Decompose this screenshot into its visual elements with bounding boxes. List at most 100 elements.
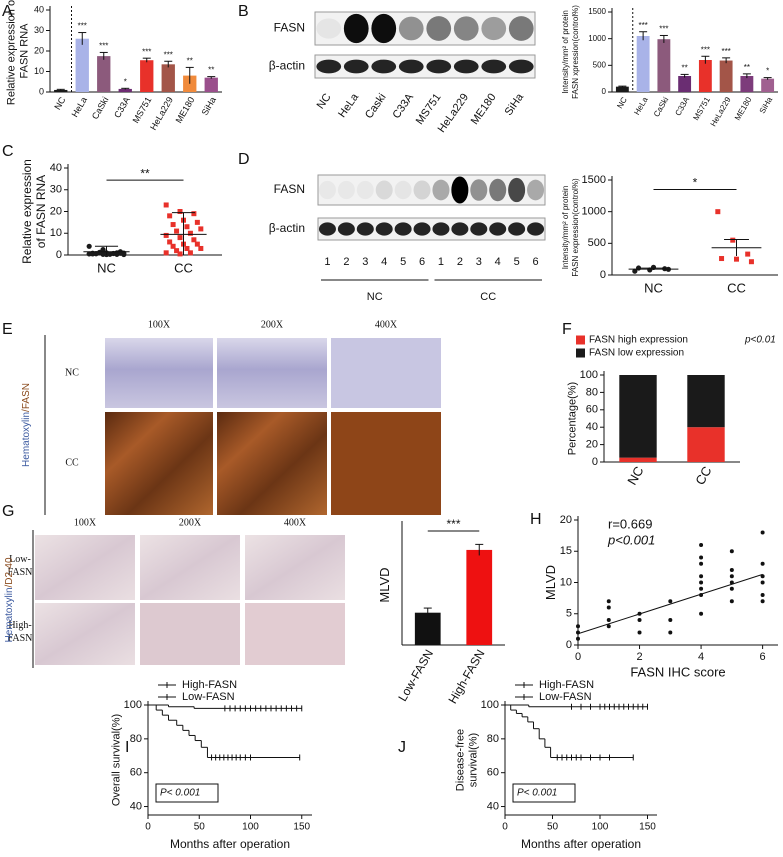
blot-band [426,16,452,41]
point [170,243,176,249]
y-tick-label: 10 [34,66,44,76]
row-label: FASN [8,567,33,578]
blot-band [413,180,431,200]
y-tick-label: 1000 [588,34,606,43]
legend-label: High-FASN [539,679,594,691]
point [699,574,704,579]
significance-label: *** [701,45,710,54]
x-tick-label: MS751 [131,95,154,125]
point [174,248,180,254]
y-tick-label: 20 [586,439,598,451]
point [198,245,204,251]
annotation: p<0.01 [744,335,776,346]
y-tick-label: 20 [560,514,572,526]
x-tick-label: NC [52,95,67,112]
x-tick-label: 50 [194,822,206,833]
bar [97,56,111,92]
point [699,586,704,591]
point [637,630,642,635]
magnification: 100X [148,319,171,330]
y-tick-label: 60 [130,767,142,779]
point [606,599,611,604]
blot-band [527,222,545,236]
significance-label: ** [744,63,750,72]
point [632,268,638,274]
x-tick-label: NC [97,260,116,275]
legend-label: FASN low expression [589,348,684,359]
x-axis-label: Months after operation [521,837,641,851]
y-tick-label: 30 [34,25,44,35]
lane-label: SiHa [503,91,527,118]
ihc-images-e [44,335,441,515]
legend-swatch [576,335,585,345]
y-tick-label: 40 [130,800,142,812]
legend-swatch [576,348,585,358]
x-tick-label: 0 [575,651,581,663]
bar [761,78,775,92]
x-tick-label: CaSki [90,95,111,121]
point [715,209,721,215]
point [699,555,704,560]
lane-label: 1 [324,256,330,268]
point [668,630,673,635]
point [668,599,673,604]
blot-row-label: FASN [274,21,305,35]
blot-band [394,222,412,236]
x-tick-label: SiHa [200,95,218,117]
significance-label: * [766,67,769,76]
blot-band [508,59,534,74]
y-tick-label: 0 [39,86,44,96]
lane-label: 3 [362,256,368,268]
point [194,219,200,225]
stain-part: /FASN [21,383,32,412]
bar [740,76,754,92]
y-tick-label: 0 [592,456,598,468]
bar-segment [687,427,725,462]
legend-label: Low-FASN [539,691,592,703]
point [163,250,169,256]
point [729,574,734,579]
y-axis-label: Percentage(%) [566,382,578,455]
significance-label: ** [682,64,688,73]
stain-label: Hematoxylin/D2-40 [4,557,15,642]
y-tick-label: 40 [586,421,598,433]
row-label: FASN [8,633,33,644]
point [760,593,765,597]
point [167,239,173,245]
point [729,599,734,604]
y-axis-label: survival(%) [467,733,479,787]
blot-band [398,16,424,41]
point [635,265,642,271]
x-tick-label: CC [727,280,746,295]
x-tick-label: C33A [112,95,132,119]
blot-band [481,59,507,74]
bar [204,77,218,92]
legend-label: Low-FASN [182,691,235,703]
bar [140,60,154,92]
bar-segment [687,375,725,428]
image [217,412,327,515]
bar [636,36,650,92]
image [35,535,135,600]
lane-label: 4 [381,256,387,268]
blot-row-label: β-actin [269,59,305,73]
y-tick-label: 1500 [588,7,606,16]
point [187,230,193,236]
blot-band [508,222,526,236]
point [187,250,193,256]
lane-label: 4 [495,256,501,268]
x-tick-label: ME180 [733,95,754,122]
lane-label: 2 [343,256,349,268]
point [184,245,190,251]
blot-strip [317,174,546,206]
blot-band [451,176,469,204]
point [121,251,127,258]
y-axis-label: MLVD [377,567,392,602]
point [86,243,92,249]
stain-part: Hematoxylin [21,412,32,467]
significance-label: *** [142,47,151,56]
point [184,224,190,230]
blot-band [453,16,479,41]
blot-band [398,59,424,74]
blot-band [413,222,431,236]
